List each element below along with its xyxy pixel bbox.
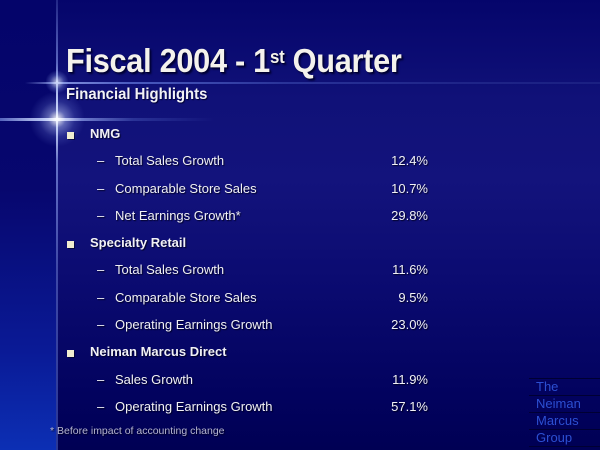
title-prefix: Fiscal 2004 - 1 [66,42,270,79]
metric-value: 11.9% [392,371,428,387]
metric-row: – Total Sales Growth 11.6% [66,258,428,285]
dash-marker-icon: – [97,180,105,196]
slide-subtitle: Financial Highlights [66,86,208,103]
dash-marker-icon: – [97,371,105,387]
footnote: * Before impact of accounting change [50,425,225,437]
title-superscript: st [269,46,285,67]
metric-label: Sales Growth [115,371,194,387]
slide-title: Fiscal 2004 - 1st Quarter [66,42,402,80]
dash-marker-icon: – [97,317,105,333]
metric-label: Comparable Store Sales [115,289,257,305]
metric-row: – Comparable Store Sales 10.7% [66,177,428,204]
cross-flare-icon [29,91,85,147]
metric-row: – Operating Earnings Growth 23.0% [66,313,428,340]
logo-word: Marcus [536,413,579,428]
logo-divider-line [529,412,600,413]
metric-value: 57.1% [391,398,428,414]
logo-divider-line [529,429,600,430]
square-bullet-icon [67,132,74,139]
metric-row: – Net Earnings Growth* 29.8% [66,204,428,231]
section-header-row: NMG [66,122,428,149]
metric-value: 10.7% [391,180,428,196]
dash-marker-icon: – [97,398,105,414]
highlights-list: NMG – Total Sales Growth 12.4% – Comparable S… [66,122,428,422]
dash-marker-icon: – [97,262,105,278]
company-logo: The Neiman Marcus Group [529,378,600,447]
section-header-row: Specialty Retail [66,231,428,258]
horizontal-flare-line [0,118,215,121]
left-gradient-band [0,0,56,450]
section-header: NMG [90,126,121,141]
metric-value: 11.6% [392,262,428,278]
metric-row: – Sales Growth 11.9% [66,368,428,395]
title-underline [25,82,600,84]
vertical-accent-line [56,0,58,450]
metric-label: Operating Earnings Growth [115,317,273,333]
title-suffix: Quarter [284,42,402,79]
small-cross-flare-icon [46,71,68,93]
section-header: Neiman Marcus Direct [90,344,227,360]
metric-label: Total Sales Growth [115,262,225,278]
section-header: Specialty Retail [90,235,187,251]
dash-marker-icon: – [97,153,105,169]
square-bullet-icon [67,350,74,358]
metric-label: Comparable Store Sales [115,180,257,196]
metric-value: 12.4% [391,153,428,169]
logo-word: Neiman [536,396,581,411]
dash-marker-icon: – [97,289,105,305]
logo-divider-line [529,395,600,396]
section-header-row: Neiman Marcus Direct [66,340,428,367]
metric-value: 23.0% [391,317,428,333]
logo-divider-line [529,446,600,447]
metric-value: 29.8% [391,207,428,223]
logo-word: The [536,379,559,394]
metric-row: – Operating Earnings Growth 57.1% [66,395,428,422]
square-bullet-icon [67,241,74,249]
logo-divider-line [529,378,600,379]
metric-label: Net Earnings Growth* [115,207,241,223]
logo-word: Group [536,430,573,445]
metric-label: Operating Earnings Growth [115,398,273,414]
metric-value: 9.5% [398,289,428,305]
metric-label: Total Sales Growth [115,153,225,169]
metric-row: – Comparable Store Sales 9.5% [66,286,428,313]
metric-row: – Total Sales Growth 12.4% [66,149,428,176]
dash-marker-icon: – [97,207,105,223]
